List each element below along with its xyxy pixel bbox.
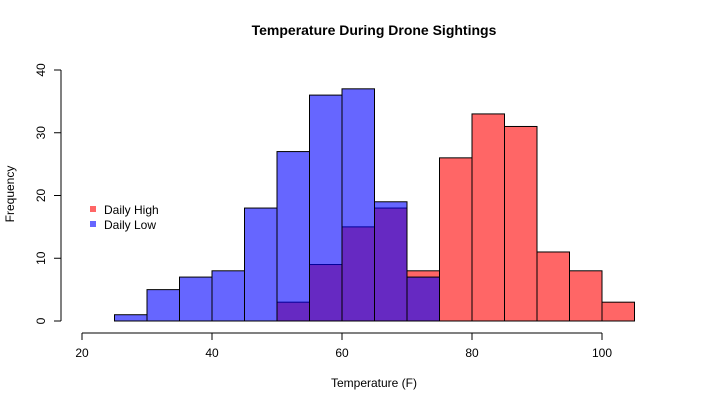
x-tick-label: 100 (592, 346, 612, 360)
bar-daily-low-30-35 (146, 289, 180, 322)
bar-daily-low-50-55 (276, 151, 310, 322)
legend-label-daily-low: Daily Low (104, 218, 156, 232)
y-tick-label: 40 (34, 63, 48, 77)
bar-daily-low-35-40 (179, 276, 213, 322)
x-tick-label: 40 (205, 346, 219, 360)
x-tick-label: 80 (465, 346, 479, 360)
bar-daily-low-45-50 (244, 207, 278, 322)
bar-daily-high-100-105 (601, 301, 635, 322)
bars-layer (114, 88, 635, 322)
bar-daily-high-85-90 (504, 125, 538, 322)
y-tick-label: 10 (34, 251, 48, 265)
bar-daily-high-90-95 (536, 251, 570, 322)
legend-label-daily-high: Daily High (104, 203, 159, 217)
bar-daily-low-65-70 (374, 201, 408, 322)
legend-swatch-daily-low (90, 221, 96, 227)
bar-daily-low-55-60 (309, 94, 343, 322)
x-tick-label: 20 (75, 346, 89, 360)
bar-daily-low-25-30 (114, 314, 148, 322)
y-tick-label: 20 (34, 189, 48, 203)
bar-daily-low-40-45 (211, 270, 245, 322)
y-tick-label: 0 (34, 317, 48, 324)
axes-layer: 20 40 60 80 100 0 10 20 30 40 (34, 63, 612, 360)
y-axis-label: Frequency (3, 166, 17, 223)
x-axis-label: Temperature (F) (331, 376, 417, 390)
bar-daily-high-95-100 (569, 270, 603, 322)
bar-daily-high-75-80 (439, 157, 473, 322)
y-tick-label: 30 (34, 126, 48, 140)
bar-daily-low-60-65 (341, 88, 375, 322)
legend-swatch-daily-high (90, 206, 96, 212)
bar-daily-high-80-85 (471, 113, 505, 322)
bar-daily-low-70-75 (406, 276, 440, 322)
chart-title: Temperature During Drone Sightings (252, 22, 497, 38)
x-tick-label: 60 (335, 346, 349, 360)
